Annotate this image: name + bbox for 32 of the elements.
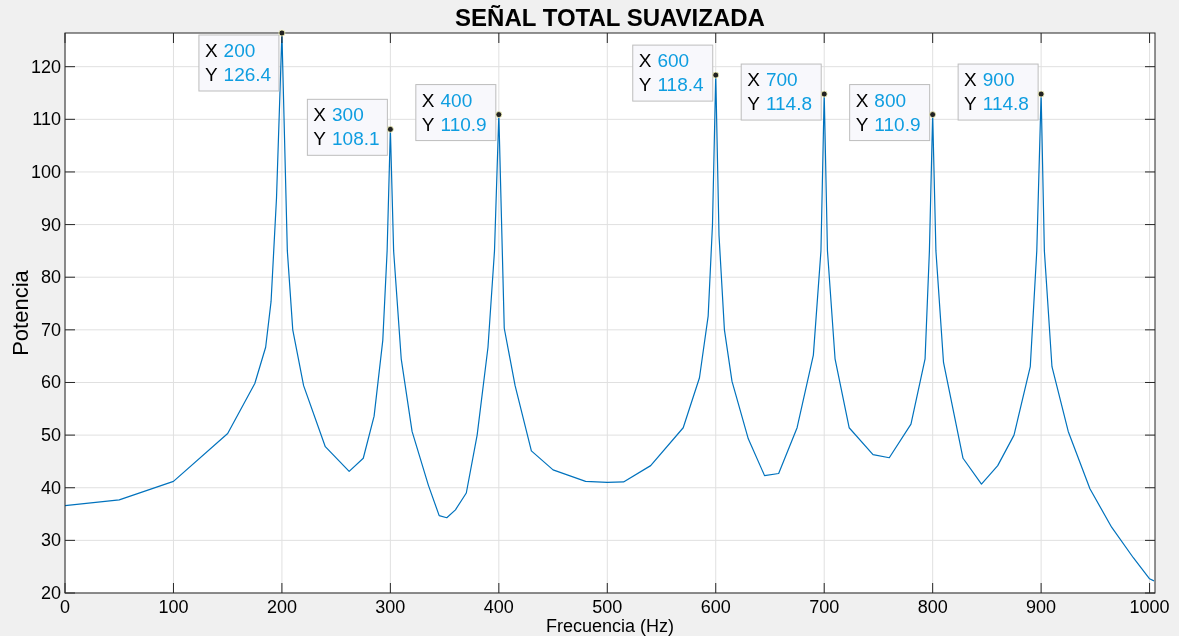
- y-tick-label: 60: [40, 372, 61, 393]
- x-tick-label: 500: [592, 597, 623, 617]
- y-tick-label: 100: [30, 161, 61, 182]
- y-tick-label: 80: [40, 267, 61, 288]
- x-tick-label: 0: [59, 597, 71, 617]
- x-axis-title: Frecuencia (Hz): [545, 616, 675, 636]
- x-tick-label: 100: [158, 597, 189, 617]
- y-tick-label: 50: [40, 425, 61, 446]
- annotation: X 900 Y 114.8: [964, 69, 1029, 115]
- y-tick-label: 90: [40, 214, 61, 235]
- x-tick-label: 1000: [1129, 597, 1170, 617]
- annotation: X 400 Y 110.9: [421, 89, 487, 135]
- y-tick-label: 40: [40, 477, 61, 498]
- x-tick-label: 700: [809, 597, 840, 617]
- annotation: X 600 Y 118.4: [638, 50, 704, 96]
- y-axis-title: Potencia: [8, 269, 33, 356]
- x-tick-label: 300: [375, 597, 406, 617]
- annotation: X 300 Y 108.1: [313, 104, 380, 150]
- y-tick-label: 70: [40, 319, 61, 340]
- x-tick-label: 900: [1026, 597, 1057, 617]
- y-tick-label: 120: [30, 56, 61, 77]
- x-tick-label: 200: [266, 597, 297, 617]
- annotation: X 700 Y 114.8: [747, 69, 813, 115]
- x-tick-label: 400: [483, 597, 514, 617]
- y-tick-label: 20: [40, 583, 61, 603]
- chart-title: SEÑAL TOTAL SUAVIZADA: [455, 4, 765, 31]
- x-tick-label: 800: [917, 597, 948, 617]
- y-tick-label: 30: [40, 530, 61, 551]
- x-tick-label: 600: [700, 597, 731, 617]
- annotation: X 200 Y 126.4: [204, 40, 272, 85]
- annotation: X 800 Y 110.9: [855, 89, 921, 135]
- y-tick-label: 110: [32, 109, 61, 130]
